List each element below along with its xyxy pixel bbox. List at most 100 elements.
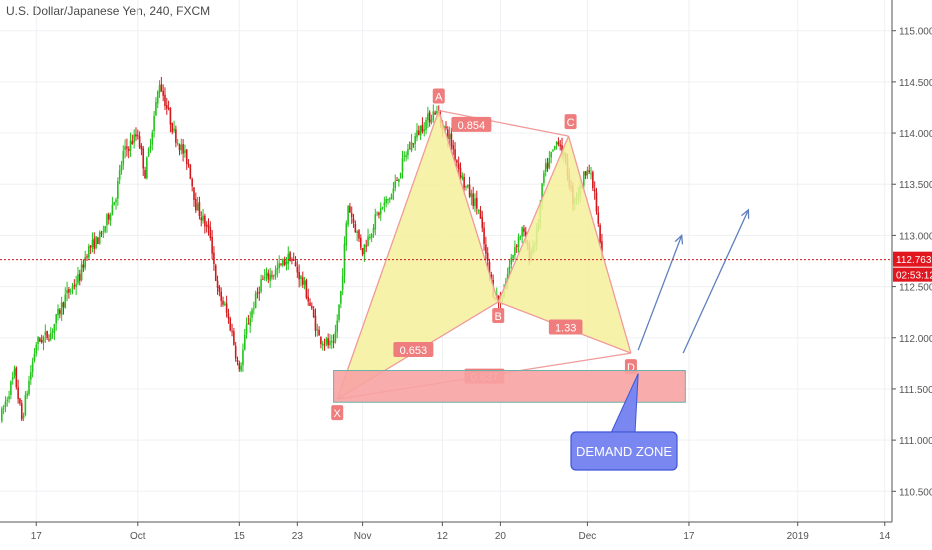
candle-body [289,252,291,262]
candle-body [118,170,121,180]
candle-body [476,197,478,209]
candle-body [388,198,391,200]
x-tick-label: Oct [130,531,146,542]
candle-body [214,265,217,281]
candle-body [514,247,516,256]
candle-body [485,244,487,254]
candle-body [71,285,74,290]
candle-body [285,262,288,265]
candle-body [227,313,230,319]
candle-body [519,236,522,238]
candle-body [552,149,554,152]
candle-body [162,90,164,96]
point-label-bg [492,307,505,323]
candle-body [97,237,99,245]
candle-body [597,212,600,224]
candle-body [517,236,520,248]
candle-body [200,217,203,221]
candle-body [508,266,511,275]
candle-body [474,198,476,207]
candle-body [165,104,168,109]
candle-body [222,300,224,305]
candle-body [512,254,514,259]
candle-body [427,113,429,121]
candle-body [196,203,199,211]
candle-body [456,160,458,163]
candle-body [151,132,154,145]
candle-body [341,275,344,290]
candle-body [89,245,92,248]
candle-body [184,150,186,153]
candle-body [483,227,485,244]
candle-body [416,130,418,138]
point-label-A: A [435,92,443,104]
candle-body [88,246,90,258]
arrow-head [674,234,684,245]
projection-arrow[interactable] [637,235,683,351]
candle-body [10,381,12,396]
candle-body [392,188,395,194]
candle-body [595,192,598,212]
candle-body [278,263,281,268]
candle-body [394,181,397,189]
candle-body [378,212,380,216]
annotations[interactable]: DEMAND ZONE [0,208,892,471]
time-axis[interactable]: 17 Oct 15 23 Nov 12 20 Dec 17 2019 14 [0,521,892,542]
candle-body [193,187,195,200]
current-price-tag[interactable] [893,251,932,267]
candle-body [300,276,302,279]
candle-body [557,141,560,145]
candle-body [91,239,94,247]
candle-body [37,336,39,344]
candle-body [434,112,436,115]
candle-body [555,142,558,145]
candle-body [149,145,152,149]
candle-body [98,231,101,244]
candle-body [521,227,523,237]
candle-body [436,111,438,114]
candle-body [559,144,562,147]
candle-body [515,245,518,247]
candle-body [479,210,482,219]
candle-body [240,365,242,371]
candle-body [314,315,317,331]
candle-body [2,407,5,409]
candle-body [403,155,406,157]
candle-body [175,129,177,143]
candle-body [387,198,389,201]
candle-body [30,372,32,380]
candle-body [296,266,299,273]
candle-body [312,309,315,317]
candle-body [470,192,473,198]
candle-body [412,143,415,145]
candle-body [189,164,192,179]
candle-body [254,293,257,309]
point-label-bg [564,114,577,130]
candle-body [311,305,313,309]
demand-zone-rect[interactable] [333,370,686,403]
candle-body [347,205,349,225]
callout-box[interactable] [570,431,678,471]
x-tick-label: Dec [579,531,597,542]
candle-body [191,179,193,187]
point-label-bg [432,88,445,104]
x-tick-label: 15 [234,531,246,542]
candle-body [247,323,250,325]
candle-body [414,136,416,144]
candle-body [11,377,14,381]
candle-body [421,124,424,132]
candle-body [127,149,130,152]
pattern-leg-AB [438,110,499,303]
projection-arrow[interactable] [682,209,750,354]
candle-body [582,171,585,186]
candle-body [419,125,422,136]
candle-body [207,224,210,228]
candle-body [465,185,467,188]
candle-body [327,338,329,346]
price-axis[interactable]: 115.000 114.500 114.000 113.500 113.000 112.5… [891,0,932,522]
candle-body [486,252,489,261]
candle-body [309,302,311,307]
candle-body [329,340,331,346]
ratio-label-bg [451,116,492,132]
